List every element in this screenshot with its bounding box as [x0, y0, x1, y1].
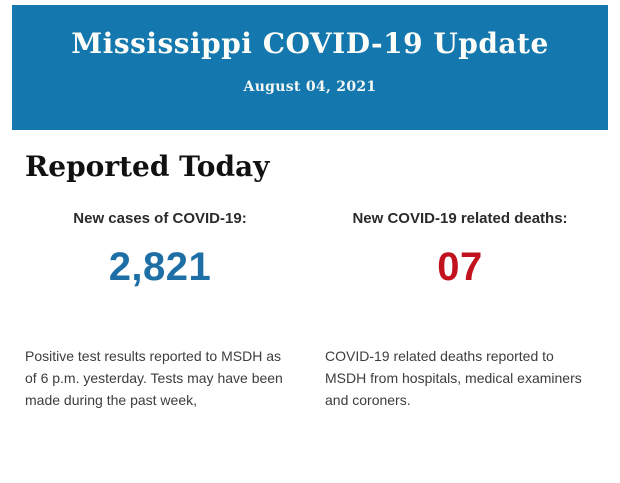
stats-row: New cases of COVID-19: 2,821 Positive te… [25, 210, 595, 411]
new-cases-label: New cases of COVID-19: [73, 210, 247, 227]
covid-update-page: Mississippi COVID-19 Update August 04, 2… [0, 5, 620, 483]
page-title: Mississippi COVID-19 Update [71, 27, 549, 60]
new-cases-value: 2,821 [108, 245, 212, 289]
section-heading-reported-today: Reported Today [25, 150, 270, 183]
stat-new-cases: New cases of COVID-19: 2,821 Positive te… [25, 210, 295, 411]
new-cases-description: Positive test results reported to MSDH a… [25, 348, 283, 408]
new-deaths-value: 07 [437, 245, 483, 289]
stat-new-deaths: New COVID-19 related deaths: 07 COVID-19… [325, 210, 595, 411]
report-date: August 04, 2021 [243, 78, 377, 95]
new-deaths-description: COVID-19 related deaths reported to MSDH… [325, 348, 582, 408]
main-content: Reported Today New cases of COVID-19: 2,… [0, 149, 620, 411]
new-deaths-label: New COVID-19 related deaths: [352, 210, 568, 227]
header-banner: Mississippi COVID-19 Update August 04, 2… [12, 5, 608, 130]
